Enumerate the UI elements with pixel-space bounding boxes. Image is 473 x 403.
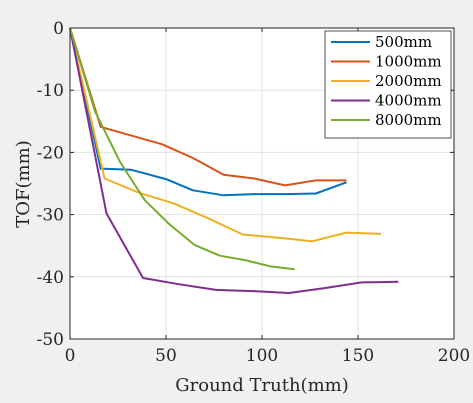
x-tick-label-4: 200 (438, 346, 470, 366)
y-tick-label-4: -40 (37, 268, 64, 288)
series-line-2 (69, 27, 382, 243)
y-tick-label-2: -20 (37, 143, 64, 163)
legend-label-4: 8000mm (375, 111, 442, 129)
y-axis-ticks: 0 -10 -20 -30 -40 -50 (37, 19, 454, 350)
legend-label-0: 500mm (375, 33, 432, 51)
series-layer (69, 27, 399, 294)
series-line-0 (69, 27, 347, 197)
legend-label-1: 1000mm (375, 53, 442, 71)
y-tick-label-3: -30 (37, 206, 64, 226)
x-tick-label-2: 100 (246, 346, 278, 366)
legend-label-3: 4000mm (375, 92, 442, 110)
y-axis-label: TOF(mm) (13, 140, 34, 227)
y-tick-label-1: -10 (37, 81, 64, 101)
y-tick-label-0: 0 (53, 19, 64, 39)
series-line-4 (69, 27, 295, 271)
x-tick-label-1: 50 (155, 346, 177, 366)
legend-label-2: 2000mm (375, 72, 442, 90)
x-tick-label-3: 150 (342, 346, 374, 366)
y-tick-label-5: -50 (37, 330, 64, 350)
x-axis-label: Ground Truth(mm) (175, 375, 348, 396)
x-axis-ticks: 0 50 100 150 200 (65, 28, 470, 366)
series-line-3 (69, 27, 399, 294)
x-tick-label-0: 0 (65, 346, 76, 366)
series-line-1 (69, 27, 347, 187)
